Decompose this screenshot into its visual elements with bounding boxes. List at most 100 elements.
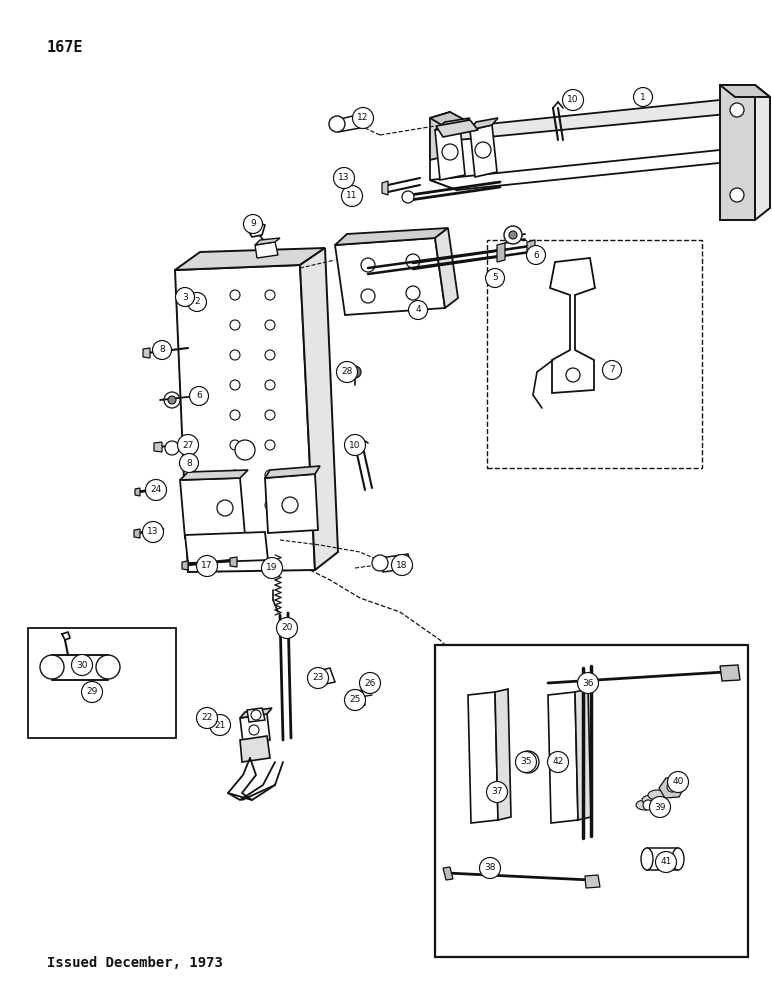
Circle shape	[230, 470, 240, 480]
Circle shape	[563, 90, 584, 110]
Text: 3: 3	[182, 292, 188, 302]
Circle shape	[265, 290, 275, 300]
Circle shape	[549, 753, 567, 771]
Polygon shape	[720, 85, 755, 220]
Circle shape	[189, 386, 208, 406]
Polygon shape	[240, 714, 270, 743]
Polygon shape	[548, 692, 578, 823]
Circle shape	[262, 558, 283, 578]
Text: 18: 18	[396, 560, 408, 570]
Text: 19: 19	[266, 564, 278, 572]
Circle shape	[504, 226, 522, 244]
Circle shape	[168, 396, 176, 404]
Ellipse shape	[636, 800, 654, 810]
Circle shape	[249, 725, 259, 735]
Circle shape	[360, 672, 381, 694]
Circle shape	[180, 454, 198, 473]
Circle shape	[307, 668, 329, 688]
Polygon shape	[720, 665, 740, 681]
Circle shape	[517, 751, 539, 773]
Circle shape	[82, 682, 103, 702]
Text: 35: 35	[520, 758, 532, 766]
Circle shape	[197, 708, 218, 728]
Circle shape	[344, 690, 365, 710]
Text: 6: 6	[533, 250, 539, 259]
Circle shape	[341, 186, 363, 207]
Circle shape	[153, 340, 171, 360]
Circle shape	[265, 440, 275, 450]
Circle shape	[217, 500, 233, 516]
Ellipse shape	[648, 790, 666, 800]
Polygon shape	[143, 348, 150, 358]
Circle shape	[577, 672, 598, 694]
Polygon shape	[255, 242, 278, 258]
Polygon shape	[262, 240, 276, 255]
Circle shape	[516, 752, 537, 772]
Circle shape	[230, 290, 240, 300]
Polygon shape	[336, 115, 360, 132]
Polygon shape	[180, 478, 245, 538]
Polygon shape	[255, 238, 280, 245]
Text: 9: 9	[250, 220, 256, 229]
Circle shape	[265, 350, 275, 360]
Polygon shape	[265, 466, 320, 478]
Polygon shape	[335, 228, 448, 245]
Polygon shape	[265, 474, 318, 533]
Circle shape	[265, 380, 275, 390]
Polygon shape	[180, 470, 248, 480]
Bar	[487, 240, 702, 468]
Circle shape	[668, 772, 689, 792]
Circle shape	[406, 286, 420, 300]
Polygon shape	[497, 243, 505, 262]
Circle shape	[730, 188, 744, 202]
Polygon shape	[348, 690, 365, 708]
Circle shape	[145, 480, 167, 500]
Polygon shape	[175, 265, 315, 572]
Text: 7: 7	[609, 365, 615, 374]
Circle shape	[276, 617, 297, 639]
Text: 22: 22	[201, 714, 212, 722]
Polygon shape	[313, 668, 335, 686]
Text: 17: 17	[201, 562, 213, 570]
Text: 13: 13	[338, 174, 350, 182]
Circle shape	[265, 320, 275, 330]
Circle shape	[486, 782, 507, 802]
Text: 37: 37	[491, 788, 503, 796]
Circle shape	[265, 410, 275, 420]
Polygon shape	[659, 776, 685, 798]
Polygon shape	[230, 557, 237, 567]
Circle shape	[523, 757, 533, 767]
Circle shape	[667, 782, 677, 792]
Polygon shape	[435, 118, 470, 130]
Polygon shape	[430, 100, 748, 140]
Polygon shape	[300, 248, 338, 570]
Circle shape	[353, 107, 374, 128]
Circle shape	[230, 380, 240, 390]
Polygon shape	[435, 125, 465, 180]
Polygon shape	[247, 708, 265, 722]
Polygon shape	[435, 228, 458, 308]
Polygon shape	[380, 554, 412, 572]
Polygon shape	[135, 488, 140, 496]
Circle shape	[143, 522, 164, 542]
Circle shape	[479, 857, 500, 879]
Circle shape	[188, 292, 206, 312]
Text: 24: 24	[151, 486, 161, 494]
Polygon shape	[382, 181, 388, 195]
Polygon shape	[185, 532, 268, 563]
Text: 41: 41	[660, 857, 672, 866]
Text: 26: 26	[364, 678, 376, 688]
Text: 40: 40	[672, 778, 684, 786]
Text: 28: 28	[341, 367, 353, 376]
Circle shape	[527, 245, 546, 264]
Circle shape	[209, 714, 231, 736]
Polygon shape	[527, 240, 535, 258]
Circle shape	[509, 231, 517, 239]
Polygon shape	[182, 561, 188, 570]
Polygon shape	[430, 112, 450, 160]
Polygon shape	[585, 875, 600, 888]
Circle shape	[402, 191, 414, 203]
Circle shape	[72, 654, 93, 676]
Circle shape	[602, 360, 621, 379]
Circle shape	[329, 116, 345, 132]
